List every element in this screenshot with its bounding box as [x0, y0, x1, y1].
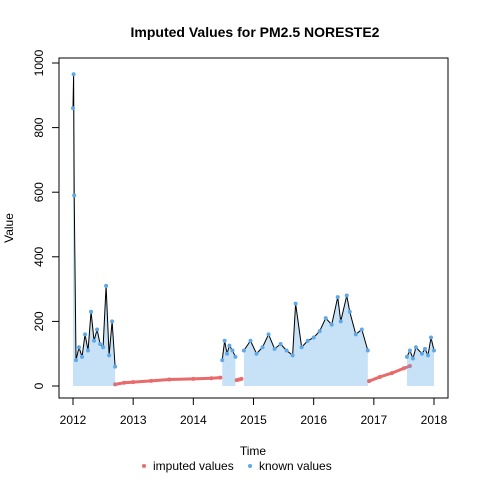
known-point	[278, 342, 283, 347]
known-band-2	[243, 295, 368, 386]
known-point	[317, 329, 322, 334]
known-point	[290, 353, 295, 358]
y-tick-label-1000: 1000	[32, 49, 46, 76]
known-point	[353, 332, 358, 337]
x-tick-label-2014: 2014	[180, 413, 207, 427]
imputed-point	[407, 363, 412, 368]
known-point	[359, 327, 364, 332]
series-known-values	[71, 72, 436, 387]
known-point	[338, 319, 343, 324]
known-point	[254, 351, 259, 356]
x-tick-label-2013: 2013	[120, 413, 147, 427]
legend-label-known: known values	[259, 459, 332, 473]
chart-title: Imputed Values for PM2.5 NORESTE2	[131, 24, 380, 40]
legend-marker-known	[248, 464, 252, 468]
known-point	[260, 345, 265, 350]
known-point	[98, 342, 103, 347]
known-point	[347, 309, 352, 314]
y-tick-label-0: 0	[32, 382, 46, 389]
known-point	[241, 348, 246, 353]
known-band-3	[406, 337, 434, 386]
x-tick-label-2017: 2017	[360, 413, 387, 427]
x-tick-label-2016: 2016	[300, 413, 327, 427]
known-point	[86, 348, 91, 353]
known-point	[335, 295, 340, 300]
known-point	[113, 364, 118, 369]
y-tick-label-200: 200	[32, 311, 46, 331]
imputed-point	[191, 376, 196, 381]
x-axis-label: Time	[240, 444, 267, 458]
imputed-point	[389, 371, 394, 376]
y-tick-label-800: 800	[32, 117, 46, 137]
known-point	[74, 358, 79, 363]
known-point	[404, 354, 409, 359]
known-point	[80, 354, 85, 359]
imputed-point	[239, 376, 244, 381]
known-point	[419, 351, 424, 356]
known-point	[101, 345, 106, 350]
plot-area	[71, 72, 436, 387]
x-tick-label-2015: 2015	[240, 413, 267, 427]
known-point	[365, 348, 370, 353]
known-point	[422, 346, 427, 351]
imputed-point	[218, 375, 223, 380]
known-point	[92, 338, 97, 343]
y-axis: 0 200 400 600 800 1000	[32, 49, 59, 389]
known-point	[410, 356, 415, 361]
known-point	[77, 345, 82, 350]
known-point	[329, 322, 334, 327]
known-point	[284, 348, 289, 353]
known-point	[227, 343, 232, 348]
imputed-point	[167, 377, 172, 382]
known-point	[432, 348, 436, 353]
known-point	[323, 316, 328, 321]
y-tick-label-600: 600	[32, 182, 46, 202]
known-point	[266, 332, 271, 337]
y-axis-label: Value	[2, 213, 16, 243]
known-point	[272, 346, 277, 351]
known-point	[293, 301, 298, 306]
y-tick-label-400: 400	[32, 246, 46, 266]
known-point	[311, 335, 316, 340]
x-tick-label-2012: 2012	[60, 413, 87, 427]
known-point	[110, 319, 115, 324]
known-point	[222, 338, 227, 343]
imputed-point	[149, 378, 154, 383]
imputed-point	[377, 374, 382, 379]
known-point	[71, 106, 75, 111]
known-point	[83, 332, 88, 337]
known-point	[344, 293, 349, 298]
legend: imputed values known values	[142, 459, 332, 473]
known-point	[305, 338, 310, 343]
known-point	[407, 348, 412, 353]
imputed-point	[131, 380, 136, 385]
known-point	[95, 327, 100, 332]
imputed-point	[367, 379, 372, 384]
known-point	[104, 283, 109, 288]
imputed-point	[113, 382, 118, 387]
known-point	[72, 193, 77, 198]
imputed-point	[209, 376, 214, 381]
known-point	[233, 354, 238, 359]
known-point	[71, 72, 76, 77]
known-point	[428, 335, 433, 340]
known-point	[248, 338, 253, 343]
known-point	[225, 351, 230, 356]
known-point	[230, 348, 235, 353]
legend-label-imputed: imputed values	[153, 459, 234, 473]
known-point	[425, 353, 430, 358]
known-point	[107, 353, 112, 358]
series-imputed-values	[113, 363, 412, 387]
known-point	[89, 309, 94, 314]
known-point	[220, 358, 225, 363]
imputed-point	[401, 366, 406, 371]
legend-marker-imputed	[142, 464, 146, 468]
x-axis: 2012 2013 2014 2015 2016 2017 2018	[60, 398, 448, 427]
x-tick-label-2018: 2018	[421, 413, 448, 427]
known-point	[413, 345, 418, 350]
imputed-point	[122, 380, 127, 385]
known-point	[299, 345, 304, 350]
